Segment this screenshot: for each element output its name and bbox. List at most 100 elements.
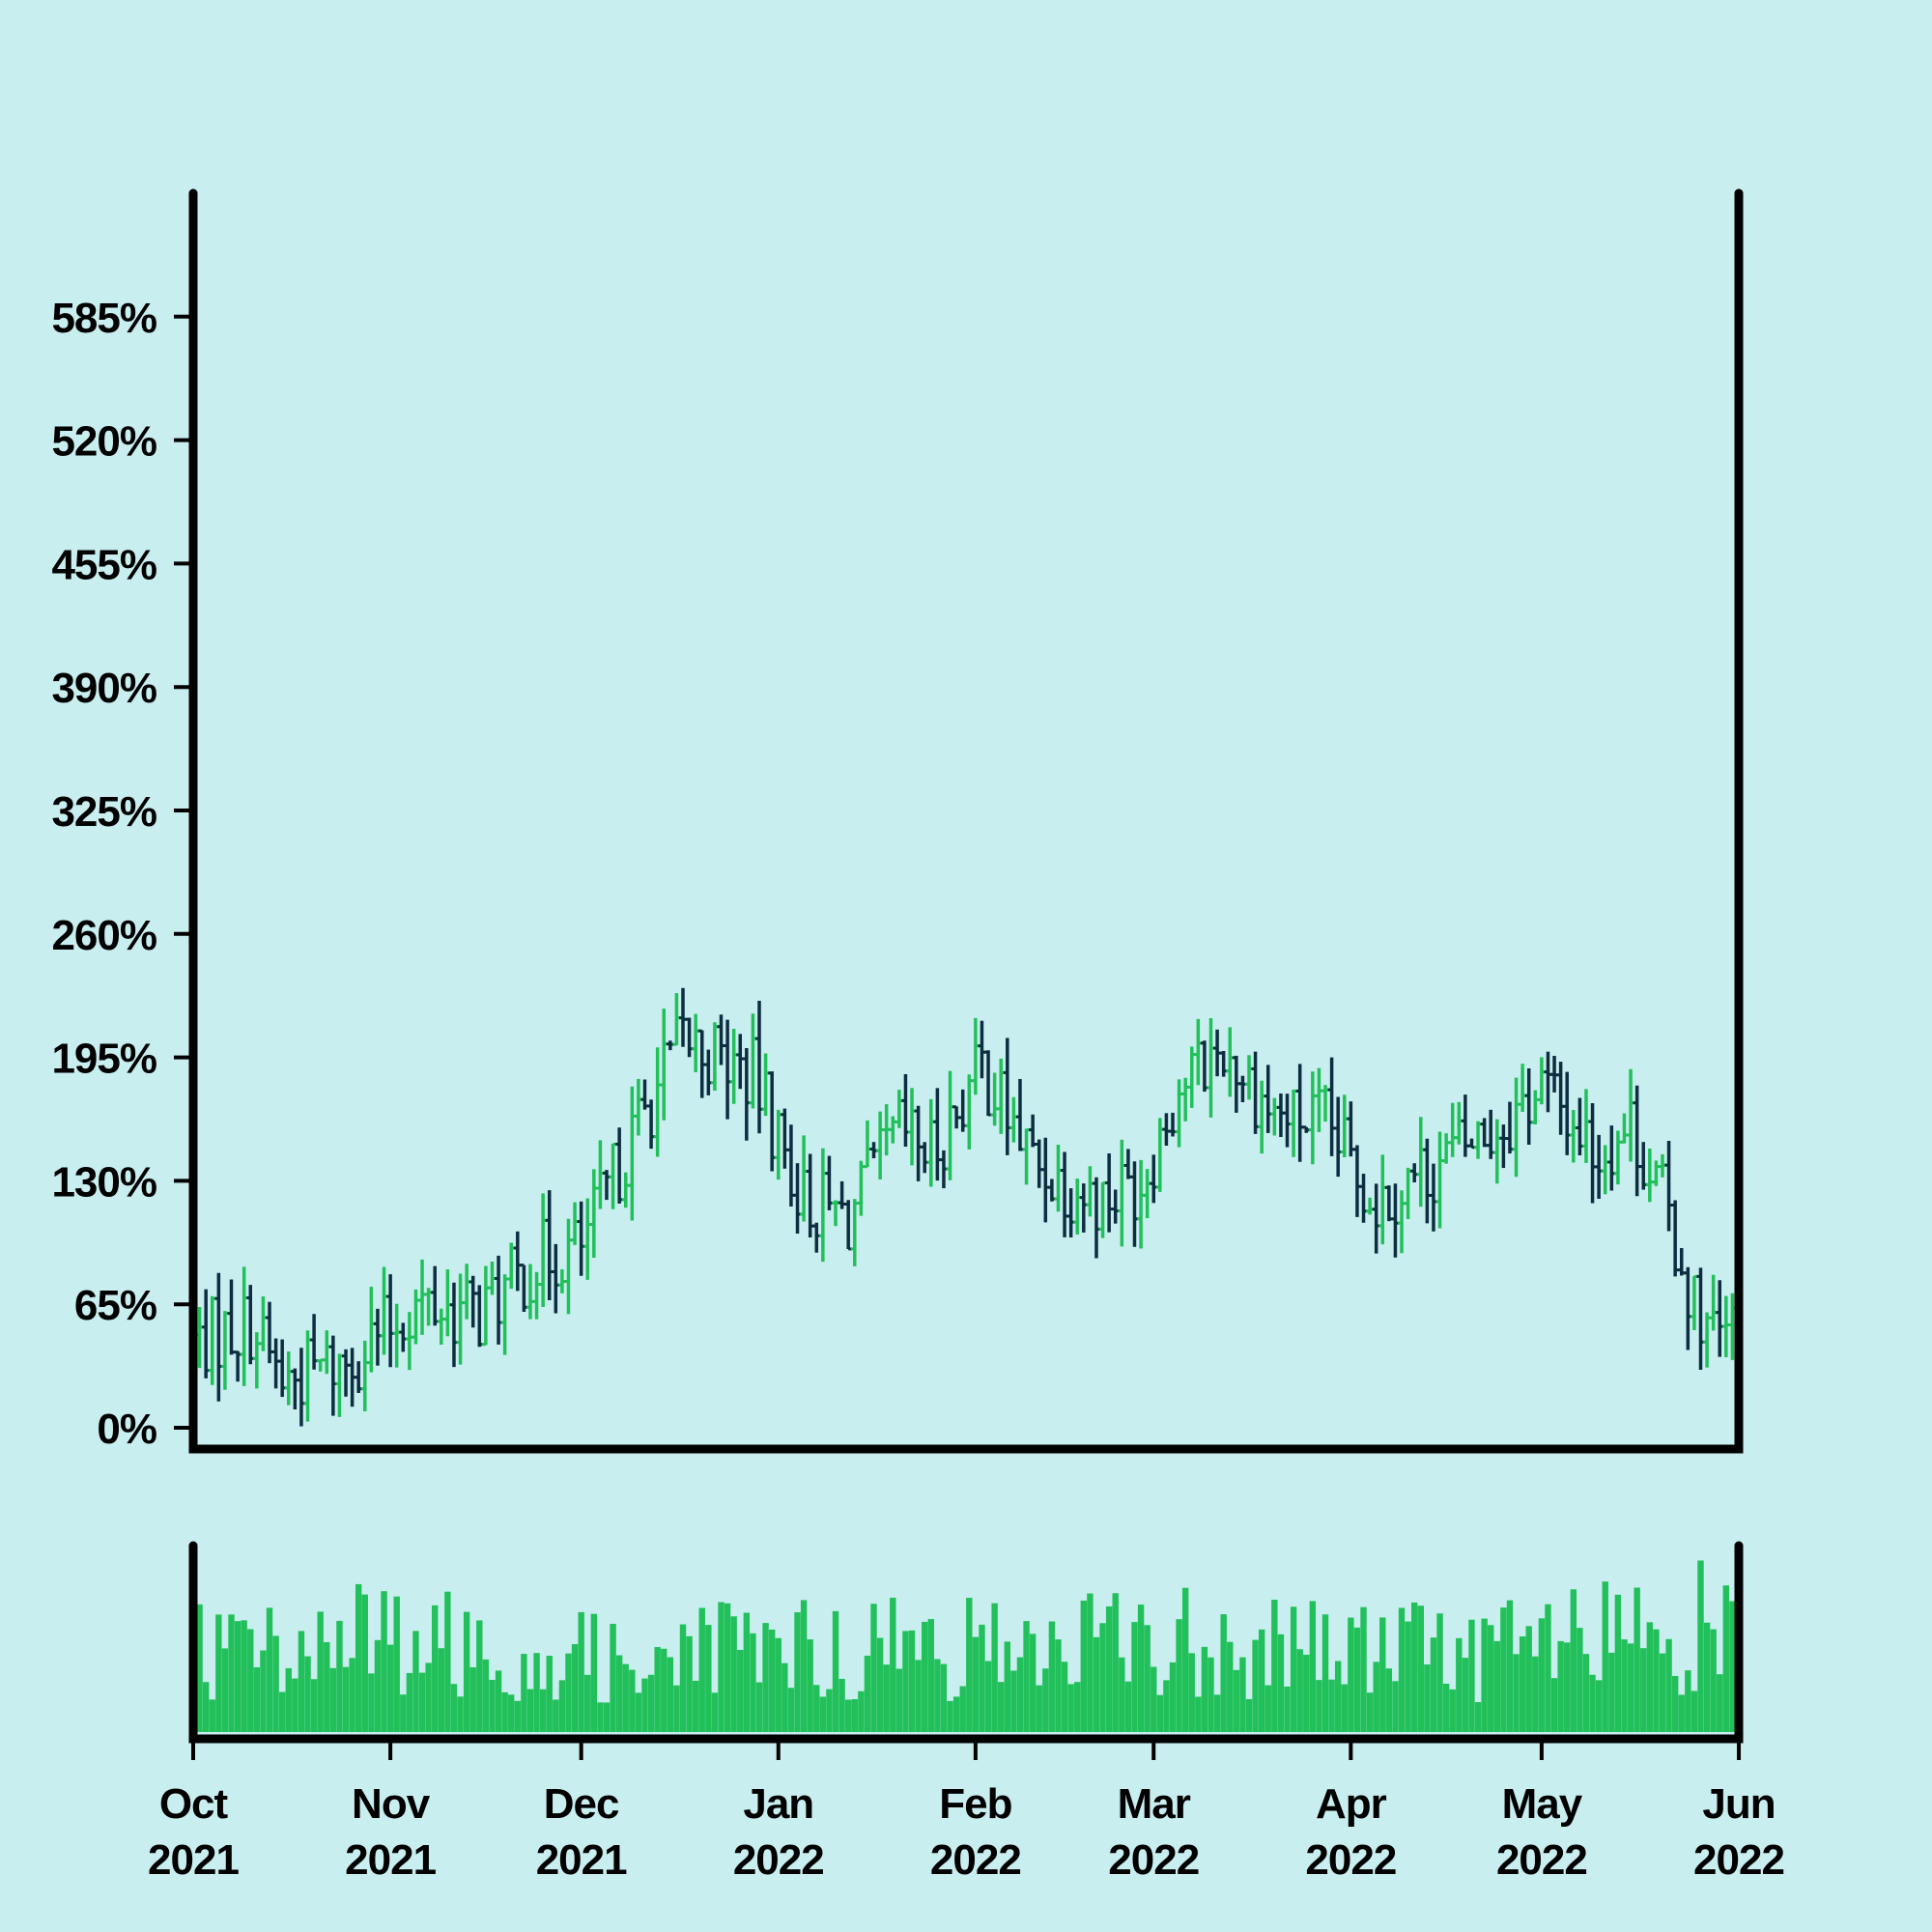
volume-bar — [1348, 1617, 1354, 1732]
volume-bar — [979, 1624, 985, 1732]
volume-bar — [450, 1684, 458, 1732]
volume-bar — [1456, 1637, 1463, 1732]
volume-bar — [1048, 1621, 1056, 1732]
volume-bar — [1023, 1621, 1030, 1732]
volume-bar — [1284, 1686, 1291, 1732]
volume-bar — [635, 1692, 642, 1732]
volume-bar — [260, 1650, 267, 1732]
volume-bar — [1462, 1658, 1469, 1732]
volume-bar — [1442, 1683, 1450, 1732]
volume-bar — [1124, 1681, 1132, 1732]
volume-bar — [1550, 1678, 1558, 1732]
volume-bar — [1353, 1627, 1361, 1732]
volume-bar — [972, 1636, 980, 1732]
x-tick-label-month: May — [1502, 1780, 1583, 1828]
volume-bar — [1227, 1641, 1234, 1732]
volume-bar — [514, 1700, 522, 1732]
volume-bar — [615, 1655, 623, 1732]
volume-bar — [711, 1692, 719, 1732]
volume-bar — [1220, 1614, 1227, 1732]
volume-bar — [1080, 1600, 1088, 1732]
volume-bar — [1004, 1641, 1010, 1732]
volume-bar — [870, 1604, 877, 1732]
volume-bar — [832, 1610, 839, 1732]
volume-bar — [718, 1602, 724, 1732]
volume-bar — [647, 1674, 655, 1732]
y-tick-label: 260% — [51, 912, 156, 959]
volume-bar — [952, 1696, 960, 1732]
volume-bar — [947, 1700, 953, 1732]
volume-bar — [762, 1623, 769, 1732]
price-panel-frame — [188, 188, 1744, 1454]
volume-bar — [1010, 1670, 1017, 1732]
volume-bar — [310, 1679, 318, 1732]
volume-bar — [1545, 1604, 1551, 1732]
volume-bar — [673, 1685, 680, 1732]
x-tick-label-month: Dec — [544, 1780, 619, 1828]
volume-bar — [558, 1680, 566, 1732]
x-tick-label-month: Jun — [1702, 1780, 1775, 1828]
volume-bar — [934, 1659, 941, 1732]
volume-bar — [489, 1679, 496, 1732]
volume-bar — [1513, 1654, 1520, 1732]
volume-bar — [807, 1639, 813, 1732]
volume-bar — [298, 1631, 305, 1732]
x-tick-label-month: Apr — [1316, 1780, 1387, 1828]
volume-bar — [526, 1689, 534, 1732]
volume-bar — [1525, 1626, 1532, 1732]
volume-bar — [266, 1607, 273, 1732]
volume-bar — [539, 1689, 547, 1732]
volume-bar — [800, 1600, 808, 1732]
volume-bar — [247, 1629, 254, 1732]
volume-bar — [1488, 1625, 1494, 1732]
volume-bar — [705, 1625, 712, 1732]
volume-bar — [698, 1607, 705, 1732]
volume-bar — [546, 1656, 553, 1732]
volume-bar — [1328, 1679, 1335, 1732]
volume-bar — [1717, 1674, 1723, 1732]
volume-bar — [1176, 1619, 1182, 1732]
volume-bar — [1417, 1605, 1424, 1732]
volume-bar — [1398, 1607, 1406, 1732]
volume-bar — [991, 1603, 998, 1732]
volume-bar — [813, 1685, 820, 1732]
volume-bar — [654, 1647, 661, 1732]
volume-bar — [1296, 1649, 1303, 1732]
volume-bar — [1671, 1675, 1679, 1732]
volume-bar — [324, 1641, 330, 1732]
volume-bar — [1074, 1682, 1081, 1732]
volume-bar — [1379, 1617, 1386, 1732]
volume-bar — [755, 1682, 763, 1732]
volume-bar — [1201, 1646, 1208, 1732]
volume-bar — [1258, 1629, 1265, 1732]
volume-bar — [915, 1660, 922, 1732]
volume-bar — [1582, 1654, 1590, 1732]
volume-bar — [361, 1594, 368, 1732]
x-tick-label-year: 2021 — [148, 1836, 239, 1884]
volume-bar — [1424, 1664, 1431, 1732]
volume-bar — [209, 1699, 215, 1732]
volume-bar — [1506, 1600, 1514, 1732]
volume-bar — [1334, 1661, 1342, 1732]
volume-bar — [1564, 1642, 1571, 1732]
volume-bar — [1119, 1657, 1125, 1732]
y-tick-label: 0% — [97, 1406, 156, 1453]
volume-bar — [902, 1631, 909, 1732]
volume-bar — [584, 1674, 591, 1732]
volume-bar — [1309, 1601, 1317, 1732]
x-tick-label-year: 2021 — [536, 1836, 627, 1884]
volume-bar — [253, 1666, 261, 1732]
volume-bar — [1151, 1666, 1157, 1732]
volume-bar — [883, 1664, 890, 1732]
volume-bar — [610, 1623, 616, 1732]
volume-bar — [1481, 1618, 1488, 1732]
volume-bar — [787, 1688, 795, 1732]
volume-bar — [228, 1614, 235, 1732]
volume-bar — [1410, 1602, 1418, 1732]
volume-bar — [400, 1694, 407, 1732]
volume-bar — [775, 1637, 781, 1732]
x-tick-label-month: Nov — [352, 1780, 431, 1828]
volume-bar — [553, 1699, 559, 1732]
volume-bar — [521, 1654, 527, 1732]
